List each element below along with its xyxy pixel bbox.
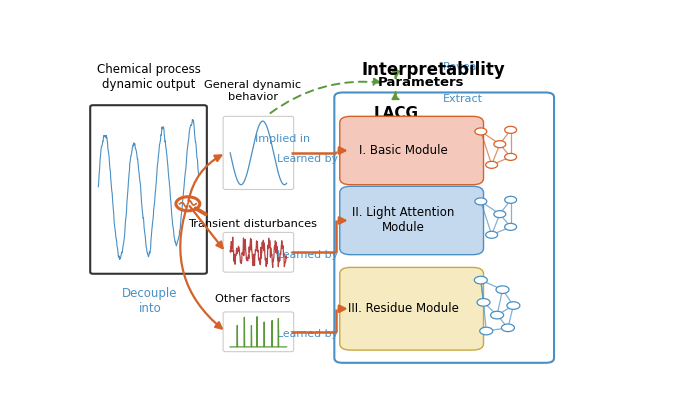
FancyBboxPatch shape [223,233,294,272]
Circle shape [480,327,493,335]
Circle shape [505,223,517,230]
FancyBboxPatch shape [340,186,484,255]
Text: Learned by: Learned by [276,154,337,164]
Circle shape [475,276,487,284]
Circle shape [505,126,517,133]
FancyBboxPatch shape [90,105,207,274]
Text: Extract: Extract [443,94,483,104]
Circle shape [477,299,490,306]
FancyBboxPatch shape [223,116,294,190]
Circle shape [505,196,517,203]
Circle shape [486,161,498,169]
Circle shape [494,211,506,218]
Text: Implied in: Implied in [256,133,310,144]
Circle shape [507,302,520,309]
FancyBboxPatch shape [335,93,554,363]
Text: Parameters: Parameters [378,76,464,90]
Circle shape [475,198,486,205]
Text: LACG: LACG [373,106,418,121]
Text: Transient disturbances: Transient disturbances [188,219,318,229]
Text: Interpretability: Interpretability [362,61,505,79]
FancyBboxPatch shape [340,116,484,185]
Text: Chemical process
dynamic output: Chemical process dynamic output [97,63,201,91]
Circle shape [475,128,486,135]
Circle shape [501,324,514,332]
Circle shape [491,311,503,319]
Text: General dynamic
behavior: General dynamic behavior [204,81,302,102]
Text: II. Light Attention
Module: II. Light Attention Module [352,206,454,235]
Text: I. Basic Module: I. Basic Module [358,144,447,157]
FancyBboxPatch shape [223,312,294,352]
Text: Other factors: Other factors [216,294,290,304]
Circle shape [494,141,506,148]
Text: Decouple
into: Decouple into [122,287,178,315]
Circle shape [496,286,509,294]
Circle shape [505,153,517,160]
Text: III. Residue Module: III. Residue Module [348,302,458,315]
Text: Learned by: Learned by [276,329,337,339]
Text: Learned by: Learned by [276,250,337,260]
FancyBboxPatch shape [340,267,484,350]
Circle shape [486,231,498,238]
Text: Reveal: Reveal [443,62,480,72]
